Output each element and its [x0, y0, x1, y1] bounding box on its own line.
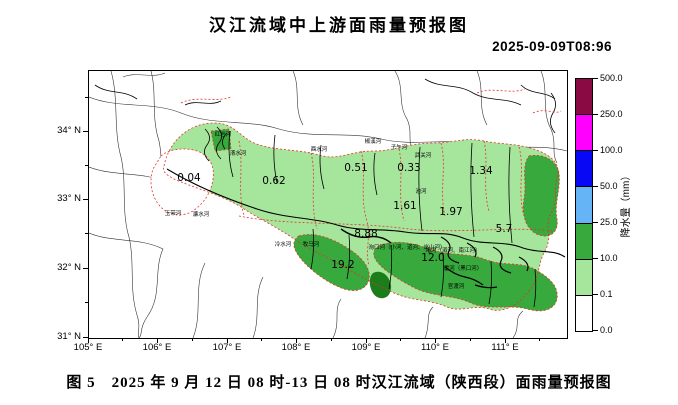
basin-area-no-rain: [150, 148, 214, 216]
x-tick-label: 105° E: [73, 342, 103, 353]
river-label: 武关河: [414, 153, 432, 159]
x-tick-mark: [296, 338, 297, 343]
basin-value-label: 0.51: [344, 162, 368, 174]
basin-value-label: 1.34: [469, 165, 493, 177]
basin-value-label: 5.7: [495, 223, 513, 235]
basin-value-label: 0.04: [177, 172, 201, 184]
river-label: 濂水河: [192, 212, 210, 218]
x-tick-label: 107° E: [212, 342, 242, 353]
legend-segment: [576, 151, 592, 188]
river-label: 子午河: [390, 145, 408, 151]
legend-segment: [576, 115, 592, 152]
x-tick-label: 108° E: [281, 342, 311, 353]
x-minor-tick: [331, 338, 332, 341]
river-label: 池河: [415, 189, 427, 195]
y-minor-tick: [85, 233, 88, 234]
legend-tick-mark: [593, 222, 598, 223]
legend-segment: [576, 259, 592, 296]
legend-tick-label: 100.0: [600, 145, 623, 155]
y-tick-mark: [83, 131, 88, 132]
x-tick-label: 109° E: [351, 342, 381, 353]
basin-value-label: 1.61: [393, 200, 417, 212]
river-label: 酉水河: [310, 147, 328, 153]
x-minor-tick: [192, 338, 193, 341]
legend-tick-mark: [593, 330, 598, 331]
legend-segment: [576, 295, 592, 331]
x-minor-tick: [122, 338, 123, 341]
x-tick-label: 110° E: [421, 342, 449, 353]
legend-tick-mark: [593, 258, 598, 259]
basin-area-dark-patch: [369, 271, 392, 299]
legend-tick-label: 25.0: [600, 217, 618, 227]
basin-value-label: 0.33: [397, 162, 421, 174]
river-label: 湑水河: [229, 151, 247, 157]
x-minor-tick: [470, 338, 471, 341]
river-label: 雷河（黑口河）: [443, 266, 483, 272]
river-label: 洵口河（小河、道河、岚山河）: [368, 245, 446, 251]
river-label: 牧马河: [302, 242, 320, 248]
basin-value-label: 0.62: [262, 175, 286, 187]
basin-map-art: [89, 71, 567, 338]
y-tick-label: 31° N: [57, 331, 81, 342]
legend-tick-label: 10.0: [600, 253, 618, 263]
legend-tick-mark: [593, 186, 598, 187]
legend-tick-mark: [593, 150, 598, 151]
y-tick-label: 34° N: [57, 125, 81, 136]
legend-tick-label: 500.0: [600, 73, 623, 83]
y-tick-mark: [83, 268, 88, 269]
x-tick-mark: [227, 338, 228, 343]
legend-tick-mark: [593, 78, 598, 79]
y-tick-label: 33° N: [57, 193, 81, 204]
legend-colorbar: [575, 78, 593, 332]
basin-value-label: 1.97: [439, 206, 463, 218]
legend-tick-mark: [593, 294, 598, 295]
x-tick-mark: [366, 338, 367, 343]
legend-tick-label: 0.0: [600, 325, 613, 335]
x-tick-mark: [435, 338, 436, 343]
y-tick-mark: [83, 337, 88, 338]
legend-tick-label: 50.0: [600, 181, 618, 191]
basin-boundaries: [163, 88, 562, 311]
basin-value-label: 8.88: [354, 228, 378, 240]
forecast-timestamp: 2025-09-09T08:96: [492, 39, 612, 54]
legend-tick-label: 250.0: [600, 109, 623, 119]
figure-caption: 图 5 2025 年 9 月 12 日 08 时-13 日 08 时汉江流域（陕…: [66, 375, 612, 391]
y-tick-mark: [83, 199, 88, 200]
x-tick-label: 111° E: [491, 342, 519, 353]
page-title: 汉江流域中上游面雨量预报图: [209, 16, 469, 35]
legend-segment: [576, 187, 592, 224]
x-tick-mark: [157, 338, 158, 343]
map-canvas: 0.04 0.62 0.51 0.33 1.34 1.61 1.97 8.88 …: [88, 70, 568, 339]
x-tick-mark: [88, 338, 89, 343]
y-minor-tick: [85, 302, 88, 303]
x-minor-tick: [400, 338, 401, 341]
river-label: 椒溪河: [364, 139, 382, 145]
x-minor-tick: [261, 338, 262, 341]
y-minor-tick: [85, 97, 88, 98]
outer-rivers: [94, 78, 556, 134]
x-tick-mark: [505, 338, 506, 343]
legend-segment: [576, 223, 592, 260]
x-minor-tick: [539, 338, 540, 341]
river-label: 玉带河: [164, 211, 182, 217]
river-label: 红岩河: [214, 132, 232, 138]
basin-value-label: 12.0: [421, 252, 445, 264]
river-label: 官渡河: [447, 284, 465, 290]
legend-tick-mark: [593, 114, 598, 115]
river-label: 堵河（泗河、南江河）: [425, 248, 481, 254]
y-minor-tick: [85, 165, 88, 166]
legend-tick-label: 0.1: [600, 289, 613, 299]
basin-value-label: 19.2: [331, 259, 355, 271]
basin-rivers: [166, 126, 566, 308]
legend-segment: [576, 79, 592, 116]
river-label: 冷水河: [274, 242, 292, 248]
x-tick-label: 106° E: [142, 342, 172, 353]
y-tick-label: 32° N: [57, 262, 81, 273]
legend-axis-title: 降水量（mm）: [621, 170, 632, 238]
